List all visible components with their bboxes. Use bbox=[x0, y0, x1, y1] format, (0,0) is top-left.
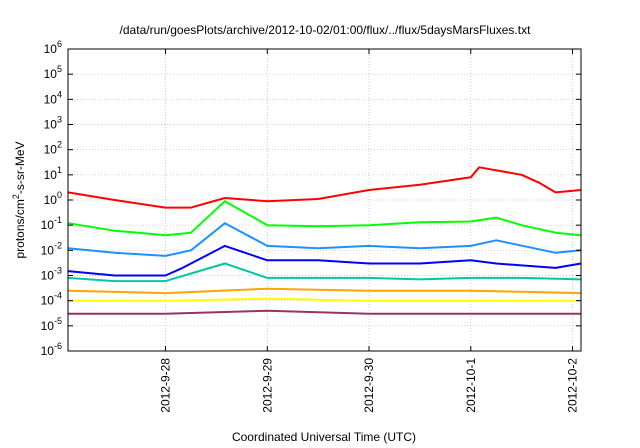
y-tick-exponent: 3 bbox=[57, 115, 62, 125]
y-tick-base: 10 bbox=[41, 344, 55, 358]
y-tick-exponent: -4 bbox=[54, 291, 62, 301]
series-line-1 bbox=[67, 166, 582, 209]
y-axis-label-sup: 2 bbox=[11, 194, 21, 199]
series-line-8 bbox=[68, 309, 581, 315]
y-tick-base: 10 bbox=[44, 118, 58, 132]
x-tick-label: 2012-9-29 bbox=[260, 358, 274, 413]
series-line-4 bbox=[67, 244, 582, 277]
y-tick-label: 103 bbox=[44, 115, 62, 132]
series-line-2 bbox=[67, 200, 582, 237]
y-axis-label: protons/cm2-s-sr-MeV bbox=[11, 141, 27, 258]
y-tick-exponent: 0 bbox=[57, 190, 62, 200]
y-tick-label: 102 bbox=[44, 140, 62, 157]
y-tick-exponent: 2 bbox=[57, 140, 62, 150]
x-axis-label: Coordinated Universal Time (UTC) bbox=[232, 430, 416, 444]
x-tick-label: 2012-9-30 bbox=[362, 358, 376, 413]
y-tick-label: 101 bbox=[44, 165, 62, 182]
y-tick-exponent: 4 bbox=[57, 89, 62, 99]
series-line-3 bbox=[67, 222, 582, 257]
y-tick-base: 10 bbox=[41, 218, 55, 232]
series-line-7 bbox=[68, 297, 581, 302]
y-tick-base: 10 bbox=[41, 243, 55, 257]
y-tick-base: 10 bbox=[41, 269, 55, 283]
y-tick-exponent: -3 bbox=[54, 266, 62, 276]
chart-title: /data/run/goesPlots/archive/2012-10-02/0… bbox=[120, 23, 532, 37]
y-tick-label: 10-2 bbox=[41, 240, 62, 257]
y-tick-label: 106 bbox=[44, 39, 62, 56]
x-tick-label: 2012-10-2 bbox=[566, 358, 580, 413]
y-tick-label: 10-4 bbox=[41, 291, 62, 308]
y-tick-exponent: -6 bbox=[54, 341, 62, 351]
y-tick-label: 105 bbox=[44, 64, 62, 81]
x-tick-label: 2012-10-1 bbox=[464, 358, 478, 413]
y-tick-exponent: 1 bbox=[57, 165, 62, 175]
y-tick-label: 100 bbox=[44, 190, 62, 207]
series-line-6 bbox=[67, 287, 582, 295]
y-tick-base: 10 bbox=[44, 143, 58, 157]
y-axis-ticks: 10-610-510-410-310-210-11001011021031041… bbox=[41, 39, 581, 358]
y-tick-exponent: -5 bbox=[54, 316, 62, 326]
y-tick-base: 10 bbox=[41, 319, 55, 333]
y-tick-base: 10 bbox=[44, 168, 58, 182]
series-group bbox=[67, 166, 582, 315]
y-tick-exponent: 5 bbox=[57, 64, 62, 74]
x-tick-label: 2012-9-28 bbox=[159, 358, 173, 413]
y-tick-exponent: 6 bbox=[57, 39, 62, 49]
y-tick-label: 10-5 bbox=[41, 316, 62, 333]
series-line-5 bbox=[67, 262, 582, 283]
y-tick-base: 10 bbox=[44, 193, 58, 207]
y-axis-label-main: protons/cm bbox=[13, 199, 27, 258]
grid-lines bbox=[68, 49, 581, 351]
y-tick-label: 10-3 bbox=[41, 266, 62, 283]
y-tick-label: 10-6 bbox=[41, 341, 62, 358]
y-tick-base: 10 bbox=[44, 67, 58, 81]
plot-frame bbox=[67, 48, 582, 352]
y-tick-exponent: -2 bbox=[54, 240, 62, 250]
y-axis-label-rest: -s-sr-MeV bbox=[13, 141, 27, 194]
y-tick-label: 10-1 bbox=[41, 215, 62, 232]
y-tick-base: 10 bbox=[41, 294, 55, 308]
y-tick-base: 10 bbox=[44, 42, 58, 56]
x-axis-ticks: 2012-9-28 2012-9-29 2012-9-30 2012-10-1 2012… bbox=[159, 49, 580, 413]
y-tick-base: 10 bbox=[44, 92, 58, 106]
y-tick-exponent: -1 bbox=[54, 215, 62, 225]
y-tick-label: 104 bbox=[44, 89, 62, 106]
